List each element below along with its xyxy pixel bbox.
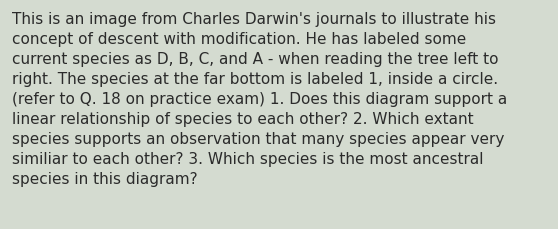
- Text: This is an image from Charles Darwin's journals to illustrate his
concept of des: This is an image from Charles Darwin's j…: [12, 12, 507, 186]
